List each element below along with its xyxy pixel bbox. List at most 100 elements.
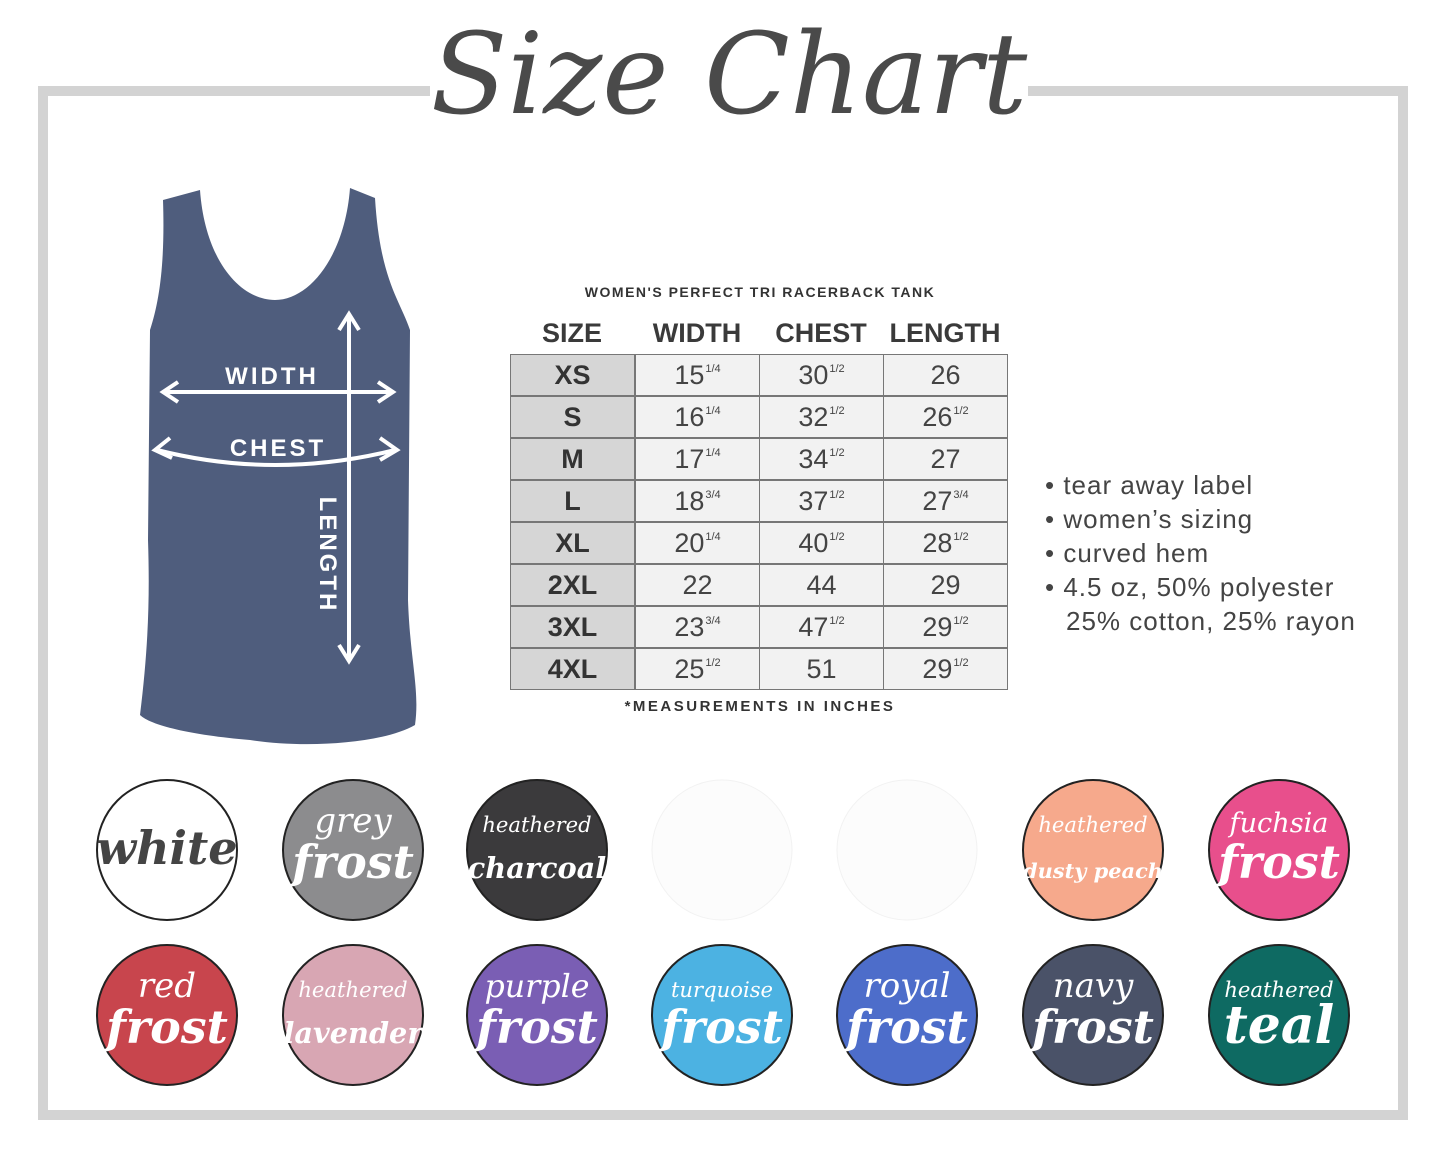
- table-header: SIZE: [541, 318, 602, 348]
- size-cell: 2XL: [510, 564, 635, 606]
- color-swatch: [466, 944, 608, 1086]
- feature: • women’s sizing: [1045, 504, 1254, 534]
- swatch-label: purple: [485, 969, 590, 1005]
- swatch-label: frost: [1215, 835, 1340, 889]
- table-cell: 18 3/4: [635, 480, 760, 522]
- table-cell: 22: [635, 564, 760, 606]
- table-header: WIDTH: [652, 318, 742, 348]
- cell-value: 3XL: [547, 611, 598, 642]
- cell-value: 47: [798, 611, 829, 642]
- diagram-label: WIDTH: [225, 363, 319, 390]
- cell-value: 15: [674, 359, 705, 390]
- table-cell: 28 1/2: [883, 522, 1008, 564]
- color-swatch: [96, 779, 238, 921]
- table-cell: 29 1/2: [883, 648, 1008, 690]
- table-cell: 16 1/4: [635, 396, 760, 438]
- feature: 25% cotton, 25% rayon: [1066, 606, 1356, 636]
- swatch-label: charcoal: [468, 851, 606, 885]
- cell-fraction: 3/4: [953, 489, 969, 501]
- cell-fraction: 1/2: [953, 657, 969, 669]
- cell-value: 28: [922, 527, 953, 558]
- diagram-label: LENGTH: [314, 497, 341, 614]
- table-note: *MEASUREMENTS IN INCHES: [624, 698, 896, 715]
- cell-value: XL: [555, 527, 590, 558]
- cell-fraction: 3/4: [705, 615, 721, 627]
- size-cell: 3XL: [510, 606, 635, 648]
- cell-fraction: 1/2: [705, 657, 721, 669]
- color-swatch: [282, 779, 424, 921]
- cell-value: 29: [930, 569, 961, 600]
- swatch-label: teal: [1224, 995, 1335, 1056]
- color-swatch: [282, 944, 424, 1086]
- swatch-label: frost: [1029, 1000, 1154, 1054]
- size-cell: M: [510, 438, 635, 480]
- table-cell: 29: [883, 564, 1008, 606]
- arrows: [151, 310, 401, 665]
- table-cell: 37 1/2: [759, 480, 884, 522]
- cell-value: S: [563, 401, 582, 432]
- cell-value: 27: [930, 443, 961, 474]
- table-cell: 20 1/4: [635, 522, 760, 564]
- swatch-label: frost: [658, 1000, 783, 1054]
- cell-value: 40: [798, 527, 829, 558]
- cell-value: 30: [798, 359, 829, 390]
- swatch-label: frost: [289, 835, 414, 889]
- table-header: LENGTH: [889, 318, 1001, 348]
- cell-value: 27: [922, 485, 953, 516]
- color-swatch: [1022, 944, 1164, 1086]
- table-cell: 27 3/4: [883, 480, 1008, 522]
- cell-value: 34: [798, 443, 829, 474]
- cell-fraction: 1/2: [829, 363, 845, 375]
- cell-fraction: 1/2: [953, 405, 969, 417]
- cell-fraction: 1/4: [705, 363, 721, 375]
- table-cell: 17 1/4: [635, 438, 760, 480]
- cell-value: 26: [922, 401, 953, 432]
- cell-value: L: [564, 485, 581, 516]
- swatch-label: heathered: [1224, 977, 1333, 1002]
- color-swatch: [1208, 944, 1350, 1086]
- size-cell: XS: [510, 354, 635, 396]
- color-swatch: [836, 944, 978, 1086]
- cell-fraction: 3/4: [705, 489, 721, 501]
- cell-fraction: 1/2: [829, 447, 845, 459]
- cell-value: 23: [674, 611, 705, 642]
- cell-fraction: 1/2: [829, 531, 845, 543]
- swatch-label: dusty peach: [1023, 858, 1163, 883]
- table-cell: 40 1/2: [759, 522, 884, 564]
- feature: • curved hem: [1045, 538, 1210, 568]
- swatch-label: red: [138, 966, 196, 1006]
- size-cell: XL: [510, 522, 635, 564]
- cell-value: 29: [922, 653, 953, 684]
- swatch-label: navy: [1053, 966, 1134, 1006]
- cell-value: 25: [674, 653, 705, 684]
- cell-value: 4XL: [547, 653, 598, 684]
- swatch-label: heathered: [1038, 812, 1147, 837]
- table-cell: 25 1/2: [635, 648, 760, 690]
- size-cell: 4XL: [510, 648, 635, 690]
- table-cell: 30 1/2: [759, 354, 884, 396]
- color-swatch: [96, 944, 238, 1086]
- swatch-label: royal: [863, 966, 950, 1006]
- cell-value: 51: [806, 653, 837, 684]
- cell-value: 2XL: [547, 569, 598, 600]
- swatch-label: frost: [103, 1000, 228, 1054]
- cell-fraction: 1/2: [953, 615, 969, 627]
- table-cell: 15 1/4: [635, 354, 760, 396]
- cell-value: 16: [674, 401, 705, 432]
- cell-value: 32: [798, 401, 829, 432]
- swatch-label: grey: [314, 801, 392, 841]
- table-cell: 32 1/2: [759, 396, 884, 438]
- cell-fraction: 1/2: [829, 615, 845, 627]
- feature: • tear away label: [1045, 470, 1254, 500]
- swatch-label: heathered: [482, 812, 591, 837]
- cell-value: 37: [798, 485, 829, 516]
- cell-fraction: 1/2: [829, 489, 845, 501]
- table-cell: 26 1/2: [883, 396, 1008, 438]
- table-cell: 26: [883, 354, 1008, 396]
- faint-swatch: [651, 779, 793, 921]
- cell-fraction: 1/4: [705, 531, 721, 543]
- table-cell: 34 1/2: [759, 438, 884, 480]
- cell-fraction: 1/2: [829, 405, 845, 417]
- color-swatch: [1208, 779, 1350, 921]
